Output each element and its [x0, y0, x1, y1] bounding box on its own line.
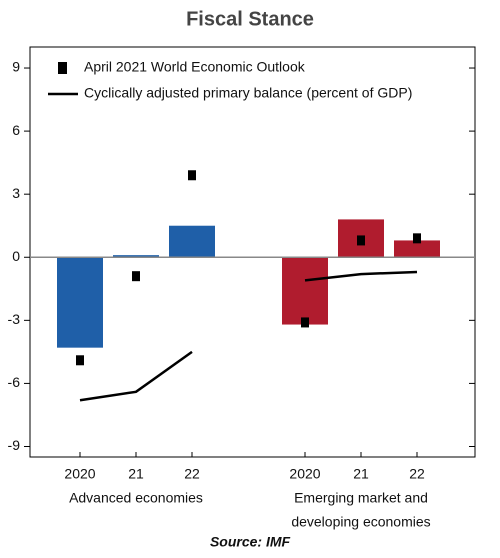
- bar: [169, 225, 215, 258]
- weo-marker: [132, 271, 140, 282]
- y-tick-label: -6: [8, 374, 21, 390]
- y-tick-label: 0: [12, 248, 20, 264]
- capb-line: [304, 270, 418, 282]
- weo-marker: [76, 355, 84, 366]
- y-tick-label: 6: [12, 122, 20, 138]
- bar: [394, 240, 440, 258]
- x-tick-label: 2020: [64, 466, 95, 482]
- group-label: developing economies: [291, 514, 430, 530]
- x-tick-label: 21: [128, 466, 144, 482]
- y-tick-label: -3: [8, 311, 21, 327]
- bar: [282, 257, 328, 325]
- x-tick-label: 22: [184, 466, 200, 482]
- bar: [57, 257, 103, 348]
- source: Source: IMF: [210, 534, 291, 550]
- capb-line: [79, 350, 193, 402]
- legend-label: April 2021 World Economic Outlook: [84, 59, 306, 75]
- chart-title: Fiscal Stance: [186, 8, 314, 30]
- y-tick-label: -9: [8, 437, 21, 453]
- group-label: Emerging market and: [294, 490, 428, 506]
- x-tick-label: 22: [409, 466, 425, 482]
- weo-marker: [188, 170, 196, 181]
- weo-marker: [413, 233, 421, 244]
- group-label: Advanced economies: [69, 490, 203, 506]
- weo-marker: [357, 235, 365, 246]
- legend-marker: [58, 62, 67, 74]
- y-tick-label: 9: [12, 59, 20, 75]
- plot-frame: [29, 46, 476, 458]
- legend-label: Cyclically adjusted primary balance (per…: [84, 85, 412, 101]
- x-tick-label: 2020: [289, 466, 320, 482]
- weo-marker: [301, 317, 309, 328]
- x-tick-label: 21: [353, 466, 369, 482]
- bar: [113, 255, 159, 258]
- y-tick-label: 3: [12, 185, 20, 201]
